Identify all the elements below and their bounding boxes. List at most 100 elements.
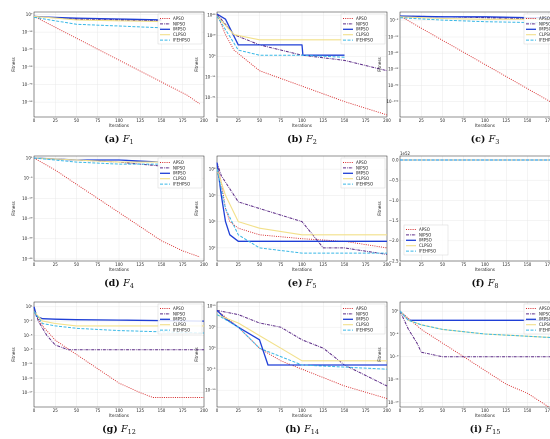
legend-entry: IFEHPSO	[356, 38, 373, 43]
panel-caption: (h) F14	[285, 424, 319, 436]
y-tick-label: 10⁴⁹	[207, 12, 216, 17]
x-tick-label: 100	[115, 408, 123, 413]
legend-entry: APSO	[539, 306, 550, 311]
legend-entry: IFEHPSO	[356, 328, 373, 333]
x-tick-label: 175	[545, 118, 550, 123]
series-line-clpso	[33, 157, 162, 163]
plot-frame	[33, 301, 205, 408]
caption-func: F	[303, 424, 311, 435]
x-tick-label: 0	[399, 408, 402, 413]
series-line-ifehpso	[33, 157, 162, 165]
legend-entry: NIPSO	[173, 21, 185, 26]
legend-entry: IFEHPSO	[356, 182, 373, 187]
y-tick-label: 10⁻⁸	[24, 347, 33, 352]
offset-text: 1e52	[400, 151, 411, 156]
x-tick-label: 200	[383, 262, 391, 267]
y-axis-label: Fitness	[377, 347, 382, 362]
x-tick-label: 0	[399, 118, 402, 123]
legend-entry: IFEHPSO	[173, 38, 190, 43]
plot-frame	[33, 155, 205, 262]
legend-entry: APSO	[539, 16, 550, 21]
y-tick-label: 10⁻⁴⁹	[22, 256, 33, 261]
x-tick-label: 100	[481, 118, 489, 123]
x-tick-label: 50	[440, 118, 446, 123]
y-tick-label: 10⁻⁵	[207, 367, 216, 372]
legend-entry: IFEHPSO	[419, 249, 436, 254]
x-tick-label: 125	[502, 408, 510, 413]
y-axis-label: Fitness	[11, 201, 16, 216]
y-tick-label: −0.5	[389, 178, 399, 183]
x-tick-label: 100	[481, 262, 489, 267]
caption-sub: 4	[130, 282, 134, 290]
x-tick-label: 150	[341, 408, 349, 413]
x-tick-label: 200	[200, 262, 208, 267]
series-line-ifehpso	[33, 311, 205, 334]
x-tick-label: 75	[278, 408, 284, 413]
series-line-apso	[399, 15, 550, 103]
x-tick-label: 50	[257, 262, 263, 267]
caption-sub: 14	[311, 428, 319, 436]
y-tick-label: 10⁻¹⁰	[205, 388, 216, 393]
y-tick-label: 10⁻⁸²	[388, 83, 399, 88]
caption-func: F	[305, 278, 313, 289]
panel-caption: (c) F3	[471, 134, 500, 146]
legend-entry: IMPSO	[173, 317, 186, 322]
x-tick-label: 50	[257, 408, 263, 413]
x-tick-label: 100	[298, 408, 306, 413]
y-tick-label: 10⁻⁹	[390, 354, 399, 359]
y-tick-label: −2.0	[389, 238, 399, 243]
x-axis-label: Iterations	[475, 413, 495, 418]
x-axis-label: Iterations	[475, 123, 495, 128]
series-line-apso	[33, 15, 201, 105]
y-tick-label: 10⁻²	[390, 17, 399, 22]
x-tick-label: 125	[319, 408, 327, 413]
series-line-apso	[33, 157, 200, 258]
x-tick-label: 125	[136, 118, 144, 123]
x-tick-label: 150	[158, 408, 166, 413]
x-tick-label: 75	[278, 118, 284, 123]
x-tick-label: 125	[502, 262, 510, 267]
caption-letter: (d)	[104, 278, 123, 289]
y-axis-label: Fitness	[194, 347, 199, 362]
x-tick-label: 50	[74, 118, 80, 123]
legend-entry: IMPSO	[539, 317, 550, 322]
x-tick-label: 25	[419, 408, 425, 413]
x-tick-label: 50	[74, 408, 80, 413]
x-tick-label: 175	[545, 262, 550, 267]
x-tick-label: 25	[236, 262, 242, 267]
y-tick-label: 10⁻²	[24, 318, 33, 323]
y-tick-label: 10⁸	[209, 167, 216, 172]
x-axis-label: Iterations	[292, 413, 312, 418]
panel-caption: (a) F1	[104, 134, 133, 146]
caption-func: F	[305, 134, 313, 145]
plot-frame	[399, 301, 550, 408]
series-line-nipso	[33, 15, 162, 22]
legend-entry: NIPSO	[173, 165, 185, 170]
caption-sub: 8	[494, 282, 498, 290]
x-tick-label: 150	[158, 118, 166, 123]
y-tick-label: 10⁻⁹³	[22, 100, 33, 105]
chart-panel-9: 0 25 50 75 100 125 150 175 200 10¹ 10⁻⁴ 10⁻⁹ 10⁻¹⁴ 10…	[377, 301, 550, 436]
y-tick-label: −2.5	[389, 258, 399, 263]
x-tick-label: 25	[236, 408, 242, 413]
legend-entry: NIPSO	[539, 311, 550, 316]
x-tick-label: 200	[383, 118, 391, 123]
x-tick-label: 125	[136, 408, 144, 413]
legend-entry: NIPSO	[356, 311, 368, 316]
legend-entry: IFEHPSO	[539, 328, 550, 333]
x-tick-label: 100	[115, 118, 123, 123]
x-tick-label: 150	[524, 118, 532, 123]
y-tick-label: 10⁻⁷³	[22, 82, 33, 87]
y-axis-label: Fitness	[194, 201, 199, 216]
panel-caption: (d) F4	[104, 278, 134, 290]
y-axis-label: Fitness	[11, 347, 16, 362]
x-tick-label: 25	[53, 262, 59, 267]
y-tick-label: 10⁻¹¹	[22, 361, 33, 366]
legend-entry: IMPSO	[173, 171, 186, 176]
y-tick-label: 10⁹	[209, 54, 216, 59]
chart-panel-7: 0 25 50 75 100 125 150 175 200 10¹ 10⁻² 10⁻⁵ 10⁻⁸ 10⁻…	[11, 301, 208, 436]
y-tick-label: 10⁰	[209, 346, 216, 351]
